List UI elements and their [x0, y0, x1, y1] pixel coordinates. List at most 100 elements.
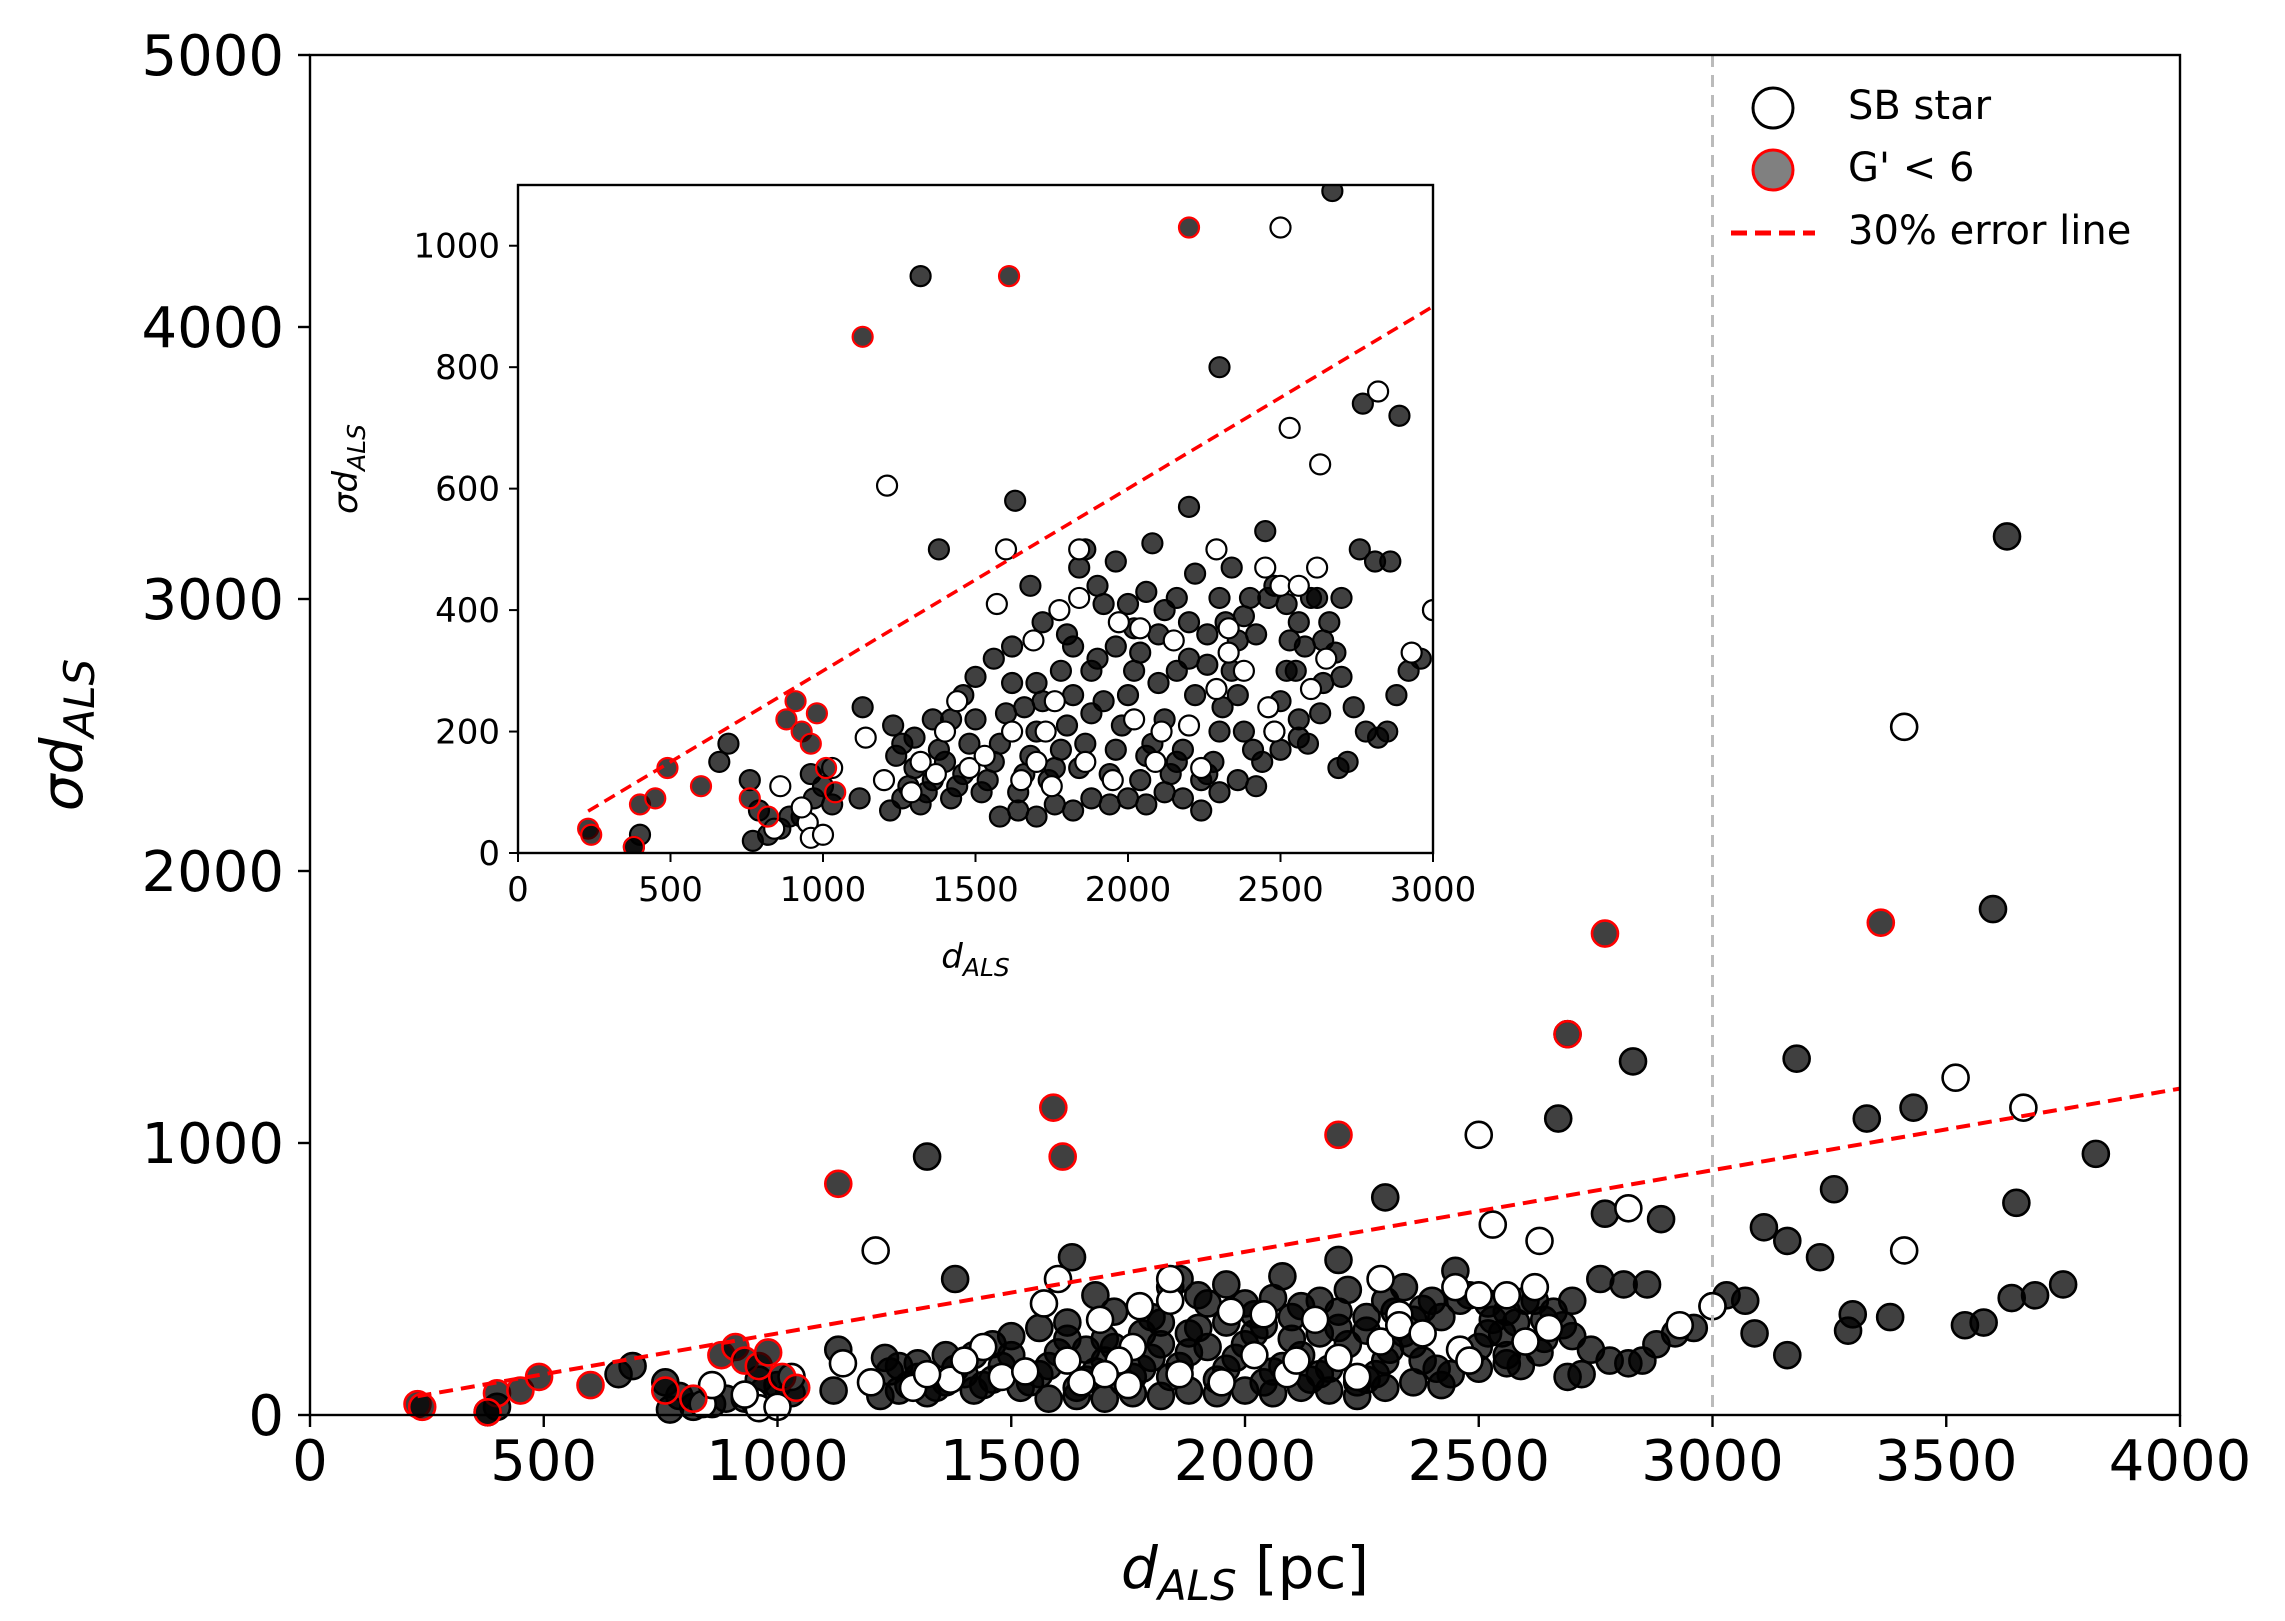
star-point	[1352, 1302, 1381, 1332]
star-point	[1208, 586, 1231, 610]
star-point	[1098, 793, 1121, 816]
sb-star-point	[1254, 556, 1277, 579]
star-point	[882, 714, 905, 737]
bright-star-point	[805, 702, 829, 725]
sb-star-point	[1155, 1264, 1185, 1294]
inset-y-tick-label: 400	[435, 591, 500, 631]
main-x-tick-label: 1500	[940, 1429, 1083, 1494]
star-point	[1129, 769, 1152, 792]
star-point	[1104, 738, 1127, 761]
inset-y-tick-label: 200	[435, 713, 500, 753]
star-point	[1212, 1270, 1241, 1299]
sb-star-point	[1090, 1359, 1120, 1389]
main-axis-ticks: 0 500 1000 1500 2000 2500 3000 3500 400001000200…	[141, 24, 2251, 1494]
star-point	[1385, 684, 1408, 707]
star-point	[1116, 592, 1140, 616]
sb-star-point	[1232, 659, 1256, 682]
star-point	[1013, 696, 1036, 719]
star-point	[1819, 1174, 1849, 1204]
main-x-tick-label: 2000	[1174, 1429, 1317, 1494]
bright-star-point	[1048, 1142, 1077, 1171]
inset-y-tick-label: 800	[435, 348, 500, 388]
star-point	[1354, 720, 1378, 743]
bright-star-point	[689, 775, 713, 798]
bright-star-point	[851, 325, 874, 348]
inset-y-tick-label: 600	[435, 470, 500, 510]
star-point	[1141, 532, 1164, 555]
star-point	[1080, 787, 1103, 810]
star-point	[1177, 611, 1201, 634]
sb-star-point	[790, 796, 813, 819]
sb-star-point	[1441, 1272, 1470, 1302]
star-point	[1043, 793, 1066, 816]
sb-star-point	[1478, 1210, 1508, 1239]
sb-star-point	[1309, 453, 1332, 476]
main-x-tick-label: 2500	[1407, 1429, 1550, 1494]
star-point	[1543, 1104, 1573, 1133]
star-point	[1899, 1093, 1928, 1122]
star-point	[1129, 641, 1152, 664]
sb-star-point	[1101, 769, 1124, 792]
inset-x-axis-label: dALS	[941, 937, 1010, 982]
sb-star-point	[875, 474, 899, 497]
star-point	[1254, 520, 1277, 543]
inset-x-tick-label: 500	[638, 870, 703, 910]
bright-star-point	[781, 1373, 811, 1403]
star-point	[1080, 659, 1103, 682]
sb-star-point	[1113, 1370, 1143, 1400]
inset-ylabel-main: σd	[326, 470, 366, 514]
inset-x-tick-label: 0	[507, 870, 529, 910]
star-point	[909, 264, 932, 288]
star-point	[891, 732, 914, 755]
star-point	[1171, 787, 1195, 810]
sb-star-point	[1107, 611, 1130, 634]
bright-star-point	[814, 756, 838, 780]
bright-star-point	[753, 1338, 783, 1367]
star-point	[1324, 1245, 1353, 1275]
sb-star-point	[1525, 1226, 1554, 1256]
star-point	[1000, 671, 1024, 695]
star-point	[708, 750, 731, 774]
bright-star-point	[824, 781, 847, 804]
star-point	[1146, 1381, 1176, 1411]
star-point	[1226, 684, 1249, 707]
main-x-tick-label: 1000	[706, 1429, 849, 1494]
star-point	[848, 787, 871, 810]
star-point	[1074, 732, 1097, 755]
sb-star-point	[1043, 1264, 1073, 1294]
star-point	[1055, 714, 1079, 737]
bright-star-point	[799, 732, 822, 755]
star-point	[939, 787, 963, 810]
sb-star-point	[1287, 574, 1310, 597]
bright-star-point	[823, 1169, 853, 1199]
star-point	[1782, 1044, 1811, 1073]
bright-star-point	[650, 1376, 680, 1405]
bright-star-point	[576, 1370, 605, 1400]
legend-marker-bright	[1751, 148, 1795, 192]
inset-xlabel-main: d	[941, 937, 963, 977]
sb-star-point	[1299, 677, 1323, 701]
sb-star-point	[769, 775, 792, 798]
inset-x-tick-label: 2000	[1085, 870, 1172, 910]
sb-star-point	[854, 726, 877, 749]
sb-star-point	[1162, 629, 1185, 652]
sb-star-point	[1010, 769, 1033, 792]
bright-star-point	[1866, 908, 1896, 937]
star-point	[1135, 793, 1158, 816]
main-x-tick-label: 3500	[1875, 1429, 2018, 1494]
sb-star-point	[1384, 1310, 1414, 1340]
inset-x-tick-label: 1000	[780, 870, 867, 910]
star-point	[1427, 1302, 1456, 1332]
star-point	[1025, 671, 1048, 695]
star-point	[1025, 1313, 1054, 1343]
sb-star-point	[1300, 1305, 1330, 1335]
main-x-tick-label: 500	[490, 1429, 597, 1494]
sb-star-point	[1511, 1327, 1540, 1356]
bright-star-point	[1177, 216, 1201, 239]
star-point	[1740, 1319, 1769, 1348]
sb-star-point	[1282, 1346, 1311, 1375]
star-point	[1165, 659, 1188, 682]
sb-star-point	[811, 823, 835, 846]
main-y-tick-label: 5000	[141, 24, 284, 89]
